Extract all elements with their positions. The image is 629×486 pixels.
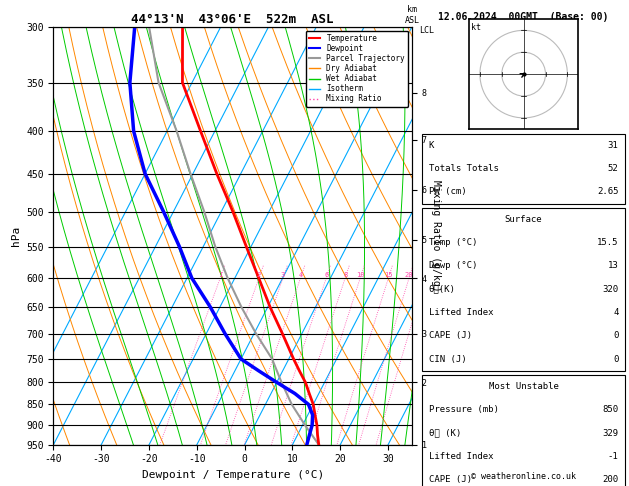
Title: 44°13'N  43°06'E  522m  ASL: 44°13'N 43°06'E 522m ASL bbox=[131, 13, 334, 26]
Bar bbox=[423, 134, 625, 204]
Text: θᴄ(K): θᴄ(K) bbox=[429, 285, 455, 294]
Text: Pressure (mb): Pressure (mb) bbox=[429, 405, 499, 414]
Bar bbox=[423, 375, 625, 486]
Text: PW (cm): PW (cm) bbox=[429, 188, 467, 196]
Text: 15.5: 15.5 bbox=[597, 238, 618, 247]
Text: 200: 200 bbox=[603, 475, 618, 484]
Text: 4: 4 bbox=[298, 272, 303, 278]
Text: -1: -1 bbox=[608, 452, 618, 461]
Text: km
ASL: km ASL bbox=[404, 5, 420, 25]
Text: Totals Totals: Totals Totals bbox=[429, 164, 499, 173]
Text: 320: 320 bbox=[603, 285, 618, 294]
Text: Dewp (°C): Dewp (°C) bbox=[429, 261, 477, 270]
Text: 1: 1 bbox=[218, 272, 223, 278]
Text: 10: 10 bbox=[356, 272, 364, 278]
Text: K: K bbox=[429, 141, 434, 150]
Legend: Temperature, Dewpoint, Parcel Trajectory, Dry Adiabat, Wet Adiabat, Isotherm, Mi: Temperature, Dewpoint, Parcel Trajectory… bbox=[306, 31, 408, 106]
Text: 13: 13 bbox=[608, 261, 618, 270]
Text: 2: 2 bbox=[257, 272, 261, 278]
Text: 8: 8 bbox=[343, 272, 347, 278]
Text: 31: 31 bbox=[608, 141, 618, 150]
Text: Lifted Index: Lifted Index bbox=[429, 452, 493, 461]
Text: CIN (J): CIN (J) bbox=[429, 355, 467, 364]
Text: 850: 850 bbox=[603, 405, 618, 414]
Text: 0: 0 bbox=[613, 355, 618, 364]
Text: Temp (°C): Temp (°C) bbox=[429, 238, 477, 247]
X-axis label: Dewpoint / Temperature (°C): Dewpoint / Temperature (°C) bbox=[142, 470, 324, 480]
Text: 52: 52 bbox=[608, 164, 618, 173]
Text: 3: 3 bbox=[281, 272, 285, 278]
Text: θᴄ (K): θᴄ (K) bbox=[429, 429, 461, 437]
Y-axis label: Mixing Ratio (g/kg): Mixing Ratio (g/kg) bbox=[431, 180, 440, 292]
Text: 4: 4 bbox=[613, 308, 618, 317]
Text: 329: 329 bbox=[603, 429, 618, 437]
Text: 20: 20 bbox=[405, 272, 413, 278]
Text: 15: 15 bbox=[384, 272, 392, 278]
Text: 12.06.2024  00GMT  (Base: 00): 12.06.2024 00GMT (Base: 00) bbox=[438, 12, 609, 22]
Text: 6: 6 bbox=[324, 272, 328, 278]
Text: © weatheronline.co.uk: © weatheronline.co.uk bbox=[471, 472, 576, 481]
Text: LCL: LCL bbox=[419, 26, 434, 35]
Y-axis label: hPa: hPa bbox=[11, 226, 21, 246]
Text: 2.65: 2.65 bbox=[597, 188, 618, 196]
Text: Surface: Surface bbox=[505, 215, 542, 224]
Text: CAPE (J): CAPE (J) bbox=[429, 475, 472, 484]
Bar bbox=[423, 208, 625, 371]
Text: Most Unstable: Most Unstable bbox=[489, 382, 559, 391]
Text: CAPE (J): CAPE (J) bbox=[429, 331, 472, 340]
Text: Lifted Index: Lifted Index bbox=[429, 308, 493, 317]
Text: 0: 0 bbox=[613, 331, 618, 340]
